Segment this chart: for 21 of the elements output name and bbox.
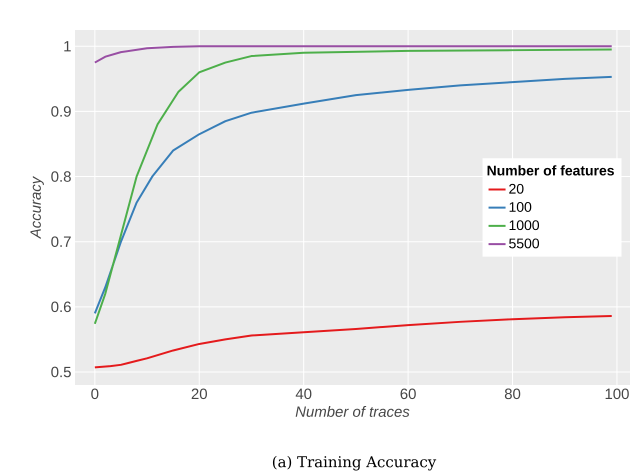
x-axis-title: Number of traces xyxy=(296,406,410,417)
x-tick-label: 40 xyxy=(296,388,312,400)
y-axis-title: Accuracy xyxy=(30,176,44,239)
legend-label: 5500 xyxy=(509,238,540,248)
x-tick-label: 60 xyxy=(400,388,416,400)
y-tick-label: 1 xyxy=(64,41,71,52)
x-tick-label: 100 xyxy=(606,388,629,400)
legend-label: 20 xyxy=(509,184,524,194)
x-tick-label: 80 xyxy=(504,388,520,400)
y-tick-label: 0.9 xyxy=(51,106,71,117)
y-tick-label: 0.8 xyxy=(51,171,71,182)
line-series xyxy=(94,314,613,368)
x-tick-label: 0 xyxy=(91,388,98,400)
text: (a) Training Accuracy xyxy=(272,456,436,470)
legend-label: 1000 xyxy=(510,220,540,230)
legend-label: 100 xyxy=(510,202,532,212)
y-tick-label: 0.6 xyxy=(51,302,71,312)
x-tick-label: 20 xyxy=(192,388,207,400)
y-tick-label: 0.7 xyxy=(51,236,71,247)
y-tick-label: 0.5 xyxy=(51,366,71,378)
legend-title: Number of features xyxy=(488,165,614,176)
